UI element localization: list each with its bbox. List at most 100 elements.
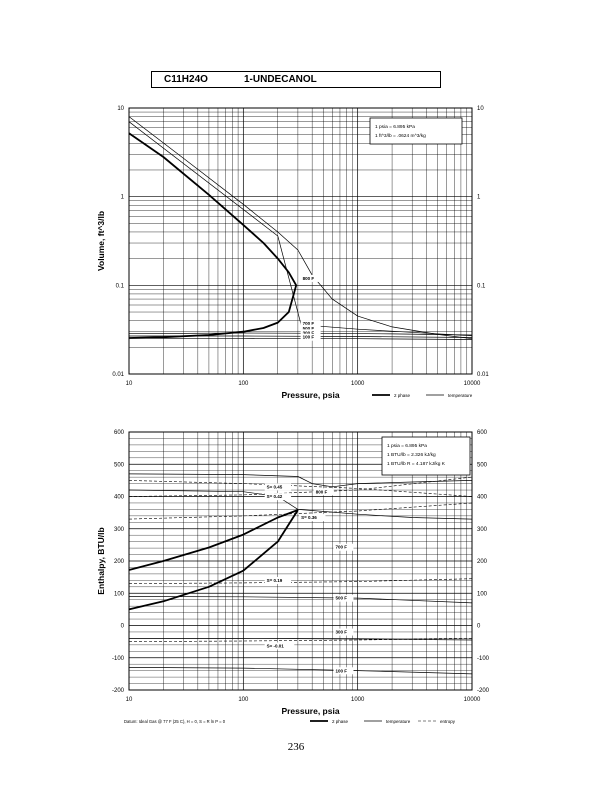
plot-frame: [128, 431, 473, 691]
x-tick-label: 100: [238, 697, 249, 703]
y-tick-label-right: 300: [477, 527, 488, 533]
curve-annotation: 100 F: [303, 335, 315, 340]
entropy-line: [128, 638, 473, 642]
curve-annotation: 100 F: [336, 668, 348, 673]
legend: 2 phase temperature entropy: [310, 719, 456, 724]
y-tick-label-right: 1: [477, 195, 481, 201]
grid-lines: [128, 108, 472, 375]
annotation-background: [300, 324, 321, 332]
temperature-line: [128, 473, 473, 488]
legend: 2 phase temperature: [372, 393, 473, 398]
y-tick-label-right: 0.1: [477, 283, 486, 289]
temperature-line: [128, 489, 473, 520]
units-conversion-text: 1 BTU/lb = 2.326 kJ/kg: [387, 452, 436, 458]
annotation-background: [333, 667, 354, 675]
datum-footnote: Datum: Ideal Gas @ 77 F (25 C), H = 0, S…: [124, 719, 226, 724]
temperature-line: [128, 121, 473, 337]
y-tick-label: 0.01: [112, 372, 124, 378]
grid-lines: [128, 431, 472, 691]
entropy-line: [128, 502, 473, 520]
y-tick-label: 300: [114, 527, 125, 533]
y-tick-label: 600: [114, 430, 125, 436]
legend-label: temperature: [386, 719, 411, 724]
annotation-background: [264, 493, 292, 501]
units-info-box: [369, 117, 463, 145]
compound-formula: C11H24O: [164, 74, 208, 85]
legend-label: 2 phase: [394, 393, 411, 398]
x-tick-label: 1000: [351, 697, 365, 703]
annotation-background: [333, 543, 354, 551]
plot-frame: [128, 107, 473, 375]
chart-title-box: C11H24O 1-UNDECANOL: [151, 71, 441, 88]
entropy-line: [128, 578, 473, 584]
entropy-line: [128, 480, 473, 497]
x-axis-label: Pressure, psia: [281, 706, 339, 716]
y-tick-label-right: 500: [477, 462, 488, 468]
curve-annotation: 300 F: [336, 630, 348, 635]
temperature-line: [128, 667, 473, 675]
curve-annotation: 800 F: [316, 489, 328, 494]
curve-annotation: 800 F: [303, 276, 315, 281]
y-tick-label: 0.1: [116, 283, 125, 289]
units-conversion-text: 1 BTU/lb R = 4.187 kJ/kg K: [387, 461, 446, 467]
curve-annotation: 500 F: [303, 326, 315, 331]
y-tick-label: -200: [112, 688, 125, 694]
y-tick-label: -100: [112, 656, 125, 662]
y-tick-label-right: 600: [477, 430, 488, 436]
y-tick-label-right: -200: [477, 688, 490, 694]
temperature-line: [128, 116, 473, 340]
x-tick-label: 10: [126, 381, 133, 387]
annotation-background: [300, 320, 321, 328]
y-tick-label-right: 400: [477, 495, 488, 501]
curve-annotation: 300 F: [303, 330, 315, 335]
y-tick-label: 400: [114, 495, 125, 501]
temperature-line: [129, 337, 473, 340]
y-tick-label: 1: [121, 195, 125, 201]
annotation-background: [299, 514, 326, 522]
x-tick-label: 10000: [464, 697, 481, 703]
y-tick-label: 200: [114, 559, 125, 565]
y-tick-label-right: 0: [477, 624, 481, 630]
y-axis-label: Volume, ft^3/lb: [96, 211, 106, 271]
annotation-background: [300, 274, 321, 282]
compound-name: 1-UNDECANOL: [244, 74, 317, 85]
y-tick-label-right: 100: [477, 591, 488, 597]
temperature-line: [128, 596, 473, 604]
legend-label: temperature: [448, 393, 473, 398]
chart-1: 10 100 1000 100000.010.11100.010.1110Pressu…: [96, 106, 489, 400]
curve-annotation: 700 F: [303, 321, 315, 326]
annotation-background: [313, 488, 334, 496]
curve-annotation: S= -0.01: [267, 643, 285, 648]
x-tick-label: 100: [238, 381, 249, 387]
legend-label: 2 phase: [332, 719, 349, 724]
y-axis-label: Enthalpy, BTU/lb: [96, 527, 106, 594]
curve-annotation: 700 F: [336, 545, 348, 550]
two-phase-curve-vapor: [128, 132, 297, 286]
y-tick-label-right: -100: [477, 656, 490, 662]
chart-2: 10 100 1000 10000-200-100010020030040050060…: [96, 430, 490, 724]
units-conversion-text: 1 psia = 6.895 kPa: [387, 443, 427, 449]
y-tick-label: 10: [117, 106, 124, 112]
annotation-background: [264, 483, 292, 491]
units-conversion-text: 1 ft^3/lb = .0624 m^3/kg: [375, 133, 426, 139]
entropy-line: [128, 476, 473, 497]
two-phase-curve-liquid: [128, 509, 299, 611]
annotation-background: [333, 594, 354, 602]
two-phase-curve-vapor: [128, 509, 299, 571]
annotation-background: [333, 628, 354, 636]
legend-label: entropy: [440, 719, 456, 724]
page-number: 236: [287, 741, 305, 753]
units-info-box: [381, 436, 471, 476]
x-tick-label: 10000: [464, 381, 481, 387]
y-tick-label: 500: [114, 462, 125, 468]
y-tick-label: 0: [121, 624, 125, 630]
curve-annotation: S= 0.36: [301, 515, 317, 520]
curve-annotation: S= 0.45: [267, 484, 283, 489]
y-tick-label: 100: [114, 591, 125, 597]
y-tick-label-right: 0.01: [477, 372, 489, 378]
y-tick-label-right: 200: [477, 559, 488, 565]
curve-annotation: 500 F: [336, 596, 348, 601]
annotation-background: [300, 333, 321, 341]
x-axis-label: Pressure, psia: [281, 390, 339, 400]
